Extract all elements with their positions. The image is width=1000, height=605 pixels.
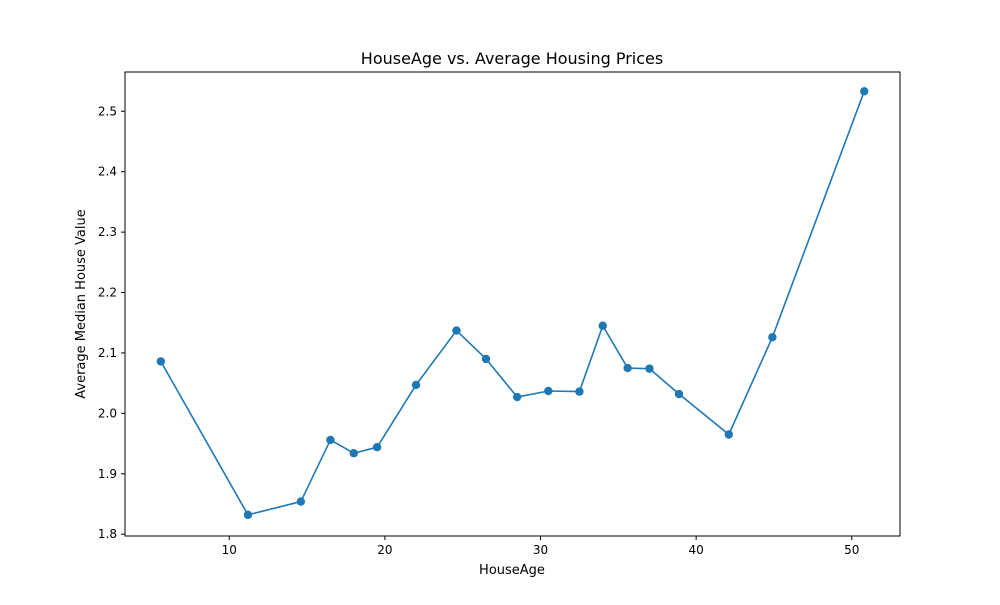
y-tick-label: 2.4 bbox=[98, 165, 117, 179]
y-axis: 1.8 1.9 2.0 2.1 2.2 2.3 2.4 2.5 bbox=[98, 104, 125, 541]
data-point bbox=[860, 87, 869, 96]
y-tick-label: 2.5 bbox=[98, 104, 117, 118]
x-axis-label: HouseAge bbox=[479, 563, 545, 578]
data-point bbox=[724, 430, 734, 439]
x-axis: 10 20 30 40 50 bbox=[222, 536, 859, 557]
data-point bbox=[452, 326, 461, 335]
plot-area bbox=[156, 87, 869, 520]
x-tick-label: 50 bbox=[844, 543, 859, 557]
y-tick-label: 2.1 bbox=[98, 346, 117, 360]
data-point bbox=[645, 364, 654, 373]
series-line bbox=[160, 91, 865, 516]
x-tick-label: 20 bbox=[377, 543, 392, 557]
data-point bbox=[411, 380, 421, 390]
y-tick-label: 2.3 bbox=[98, 225, 117, 239]
data-point bbox=[598, 321, 607, 330]
y-axis-label: Average Median House Value bbox=[74, 209, 89, 399]
y-tick-label: 1.8 bbox=[98, 527, 117, 541]
x-tick-label: 40 bbox=[688, 543, 703, 557]
y-tick-label: 2.0 bbox=[98, 406, 117, 420]
y-tick-label: 2.2 bbox=[98, 286, 117, 300]
data-point bbox=[349, 449, 358, 458]
data-point bbox=[372, 442, 382, 452]
data-point bbox=[512, 392, 522, 402]
data-point bbox=[674, 389, 684, 399]
data-point bbox=[243, 510, 253, 520]
data-point bbox=[544, 386, 553, 396]
chart-title: HouseAge vs. Average Housing Prices bbox=[361, 49, 663, 68]
data-point bbox=[768, 333, 777, 342]
y-tick-label: 1.9 bbox=[98, 467, 117, 481]
plot-frame bbox=[124, 71, 901, 537]
data-point bbox=[481, 354, 491, 364]
data-point bbox=[623, 363, 632, 373]
data-point bbox=[326, 435, 335, 445]
x-tick-label: 10 bbox=[222, 543, 237, 557]
data-point bbox=[156, 357, 165, 366]
data-point bbox=[575, 387, 584, 396]
x-tick-label: 30 bbox=[533, 543, 548, 557]
data-point bbox=[296, 497, 306, 506]
